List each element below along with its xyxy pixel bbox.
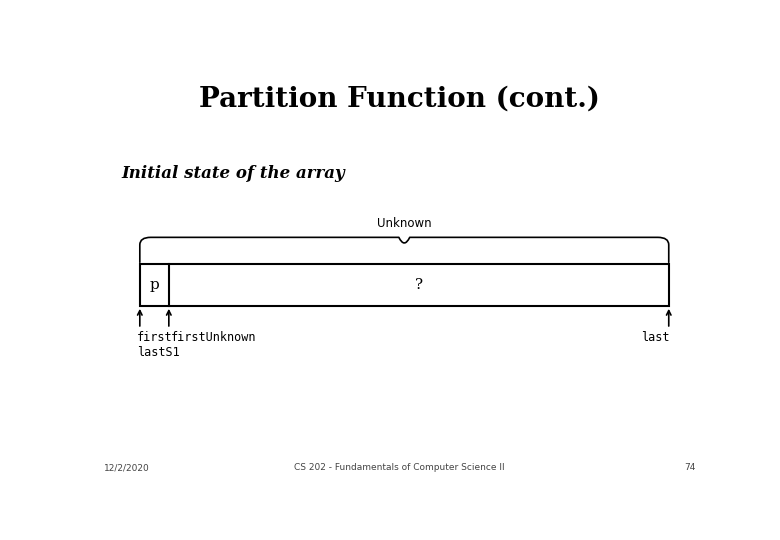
Text: Initial state of the array: Initial state of the array	[122, 165, 346, 181]
Text: 12/2/2020: 12/2/2020	[104, 463, 149, 472]
Text: Partition Function (cont.): Partition Function (cont.)	[200, 85, 600, 113]
Text: firstUnknown: firstUnknown	[171, 331, 256, 344]
Text: last: last	[641, 331, 670, 344]
Text: ?: ?	[415, 278, 423, 292]
Text: p: p	[150, 278, 159, 292]
Text: CS 202 - Fundamentals of Computer Science II: CS 202 - Fundamentals of Computer Scienc…	[294, 463, 505, 472]
Bar	[140, 265, 668, 306]
Text: first: first	[136, 331, 172, 344]
Text: lastS1: lastS1	[136, 346, 179, 359]
Text: 74: 74	[685, 463, 696, 472]
Text: Unknown: Unknown	[377, 217, 431, 230]
